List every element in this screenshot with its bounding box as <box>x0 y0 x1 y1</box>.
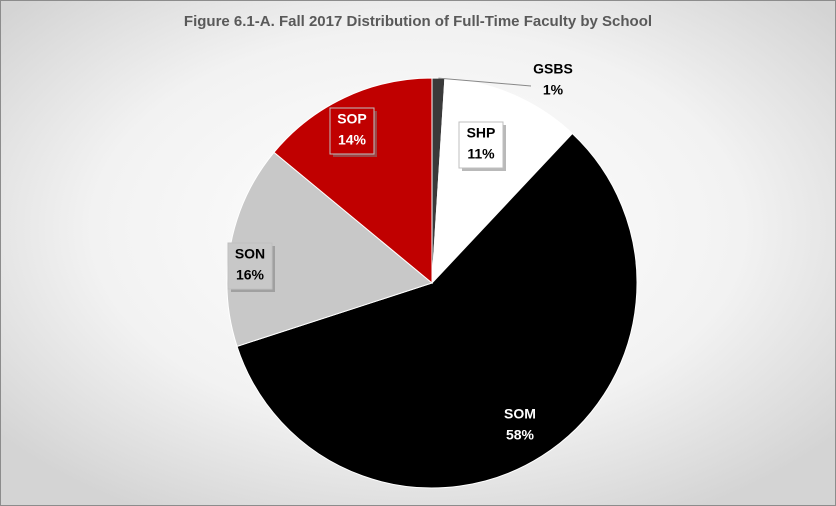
pie <box>226 77 638 489</box>
data-label-name: SON <box>235 246 265 262</box>
label-box <box>458 121 504 169</box>
data-labels: GSBS 1% SHP 11% SOM 58% SON 16% SOP 14% <box>227 61 573 443</box>
data-label-value: 14% <box>338 132 367 148</box>
data-label-name: SOP <box>337 111 367 127</box>
label-box <box>329 107 375 155</box>
pie-slice <box>273 77 433 285</box>
data-label-value: 58% <box>506 427 535 443</box>
leader-line <box>438 77 532 87</box>
data-label-value: 1% <box>543 82 564 98</box>
data-label-name: GSBS <box>533 61 573 77</box>
data-label-value: 16% <box>236 267 265 283</box>
data-label-name: SHP <box>467 125 496 141</box>
data-label-name: SOM <box>504 406 536 422</box>
chart-title: Figure 6.1-A. Fall 2017 Distribution of … <box>184 13 652 30</box>
pie-slice <box>236 132 638 489</box>
label-box <box>227 242 273 290</box>
data-label-value: 11% <box>467 146 495 162</box>
